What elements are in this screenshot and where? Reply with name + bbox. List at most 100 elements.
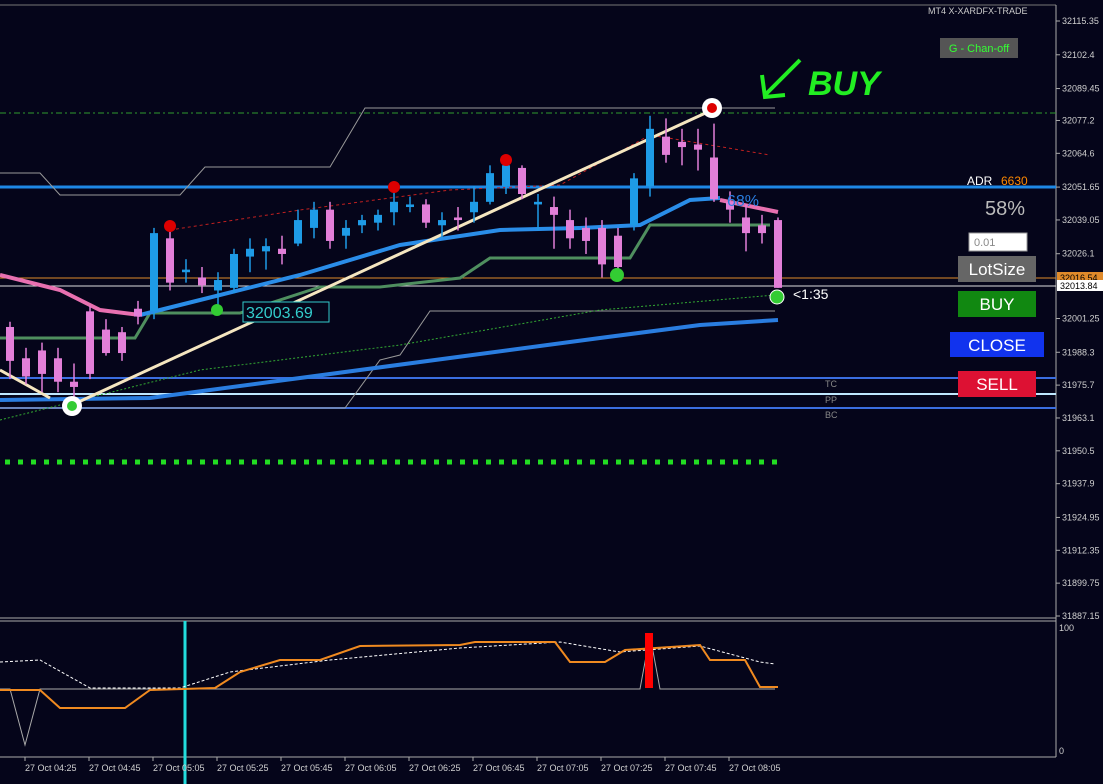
fractal-down (769, 289, 785, 305)
candle-body (614, 235, 622, 268)
ma-fast-bear (0, 273, 141, 317)
price-tag-box (242, 301, 330, 323)
candle-body (694, 144, 702, 150)
candle-body (566, 220, 574, 239)
y-tick-label: 32039.05 (1062, 215, 1100, 225)
candles (6, 115, 782, 400)
channel-button[interactable] (940, 38, 1018, 58)
candle-body (774, 220, 782, 288)
x-tick-label: 27 Oct 06:45 (473, 763, 525, 773)
y-tick-label: 32102.4 (1062, 50, 1095, 60)
adr-label: ADR (967, 174, 993, 188)
channel-upper (0, 107, 775, 196)
candle-body (326, 209, 334, 241)
ask-box (1057, 280, 1103, 291)
buy-button[interactable] (958, 291, 1036, 317)
candle-body (6, 326, 14, 361)
x-tick-label: 27 Oct 05:05 (153, 763, 205, 773)
x-tick-label: 27 Oct 07:45 (665, 763, 717, 773)
candle-body (646, 128, 654, 187)
bid-box (1057, 272, 1103, 283)
fractal-up (500, 154, 512, 166)
lot-input-value[interactable]: 0.01 (974, 237, 995, 249)
channel-lower (0, 310, 775, 409)
x-tick-label: 27 Oct 07:05 (537, 763, 589, 773)
fractal-up (164, 220, 176, 232)
channel-button-label[interactable]: G - Chan-off (949, 43, 1010, 55)
countdown: <1:35 (793, 286, 829, 302)
candle-body (422, 204, 430, 223)
candle-body (294, 220, 302, 244)
candle-body (342, 227, 350, 236)
buy-button-label[interactable]: BUY (980, 295, 1015, 314)
lot-button-label[interactable]: LotSize (969, 260, 1026, 279)
y-tick-label: 31899.75 (1062, 578, 1100, 588)
ma-fast-bull (139, 226, 581, 317)
ma-dotted (0, 294, 776, 421)
candle-body (630, 178, 638, 226)
pivot-label: PP (825, 395, 837, 405)
candle-body (262, 246, 270, 252)
fractal-up (388, 181, 400, 193)
lot-button[interactable] (958, 256, 1036, 282)
y-tick-label: 32089.45 (1062, 84, 1100, 94)
close-button-label[interactable]: CLOSE (968, 336, 1026, 355)
candle-body (726, 201, 734, 210)
candle-body (38, 350, 46, 374)
ma-slow (0, 318, 779, 402)
buy-arrow (760, 58, 802, 100)
candle-body (518, 167, 526, 195)
y-tick-label: 31975.7 (1062, 380, 1095, 390)
ma-fast-bull (579, 196, 721, 230)
sell-button[interactable] (958, 371, 1036, 397)
adr-value: 6630 (1001, 174, 1028, 188)
candle-body (134, 308, 142, 317)
candle-body (358, 220, 366, 226)
x-tick-label: 27 Oct 05:25 (217, 763, 269, 773)
candle-body (214, 280, 222, 291)
y-tick-label: 31988.3 (1062, 347, 1095, 357)
terminal-name: MT4 X-XARDFX-TRADE (928, 6, 1028, 16)
candle-body (470, 201, 478, 213)
candle-body (550, 207, 558, 215)
fractal-down (211, 304, 223, 316)
candle-body (22, 358, 30, 377)
candle-body (502, 165, 510, 187)
osc-tick: 100 (1059, 623, 1074, 633)
candle-body (662, 136, 670, 155)
candle-body (742, 217, 750, 234)
candle-body (390, 201, 398, 213)
candle-body (598, 227, 606, 265)
fractal-down (610, 268, 624, 282)
sell-button-label[interactable]: SELL (976, 375, 1018, 394)
candle-body (54, 358, 62, 382)
lot-input[interactable] (968, 232, 1028, 252)
y-tick-label: 31937.9 (1062, 479, 1095, 489)
candle-body (278, 248, 286, 254)
x-tick-label: 27 Oct 04:25 (25, 763, 77, 773)
y-tick-label: 32077.2 (1062, 115, 1095, 125)
signal-marker (707, 103, 717, 113)
candle-body (246, 248, 254, 257)
osc-orange (0, 641, 778, 709)
ask-label: 32013.84 (1060, 281, 1098, 291)
candle-body (454, 217, 462, 221)
pivot-label: BC (825, 410, 838, 420)
osc-white (0, 641, 776, 689)
y-tick-label: 32064.6 (1062, 148, 1095, 158)
x-tick-label: 27 Oct 05:45 (281, 763, 333, 773)
candle-body (182, 269, 190, 273)
candle-body (678, 141, 686, 148)
trend-line (71, 108, 713, 407)
x-tick-label: 27 Oct 06:05 (345, 763, 397, 773)
close-button[interactable] (950, 332, 1044, 357)
price-tag: 32003.69 (246, 305, 313, 322)
candle-body (710, 157, 718, 200)
bid-label: 32016.54 (1060, 273, 1098, 283)
chart-percent: 68% (727, 193, 759, 210)
y-tick-label: 31950.5 (1062, 446, 1095, 456)
candle-body (230, 253, 238, 288)
candle-body (310, 209, 318, 228)
